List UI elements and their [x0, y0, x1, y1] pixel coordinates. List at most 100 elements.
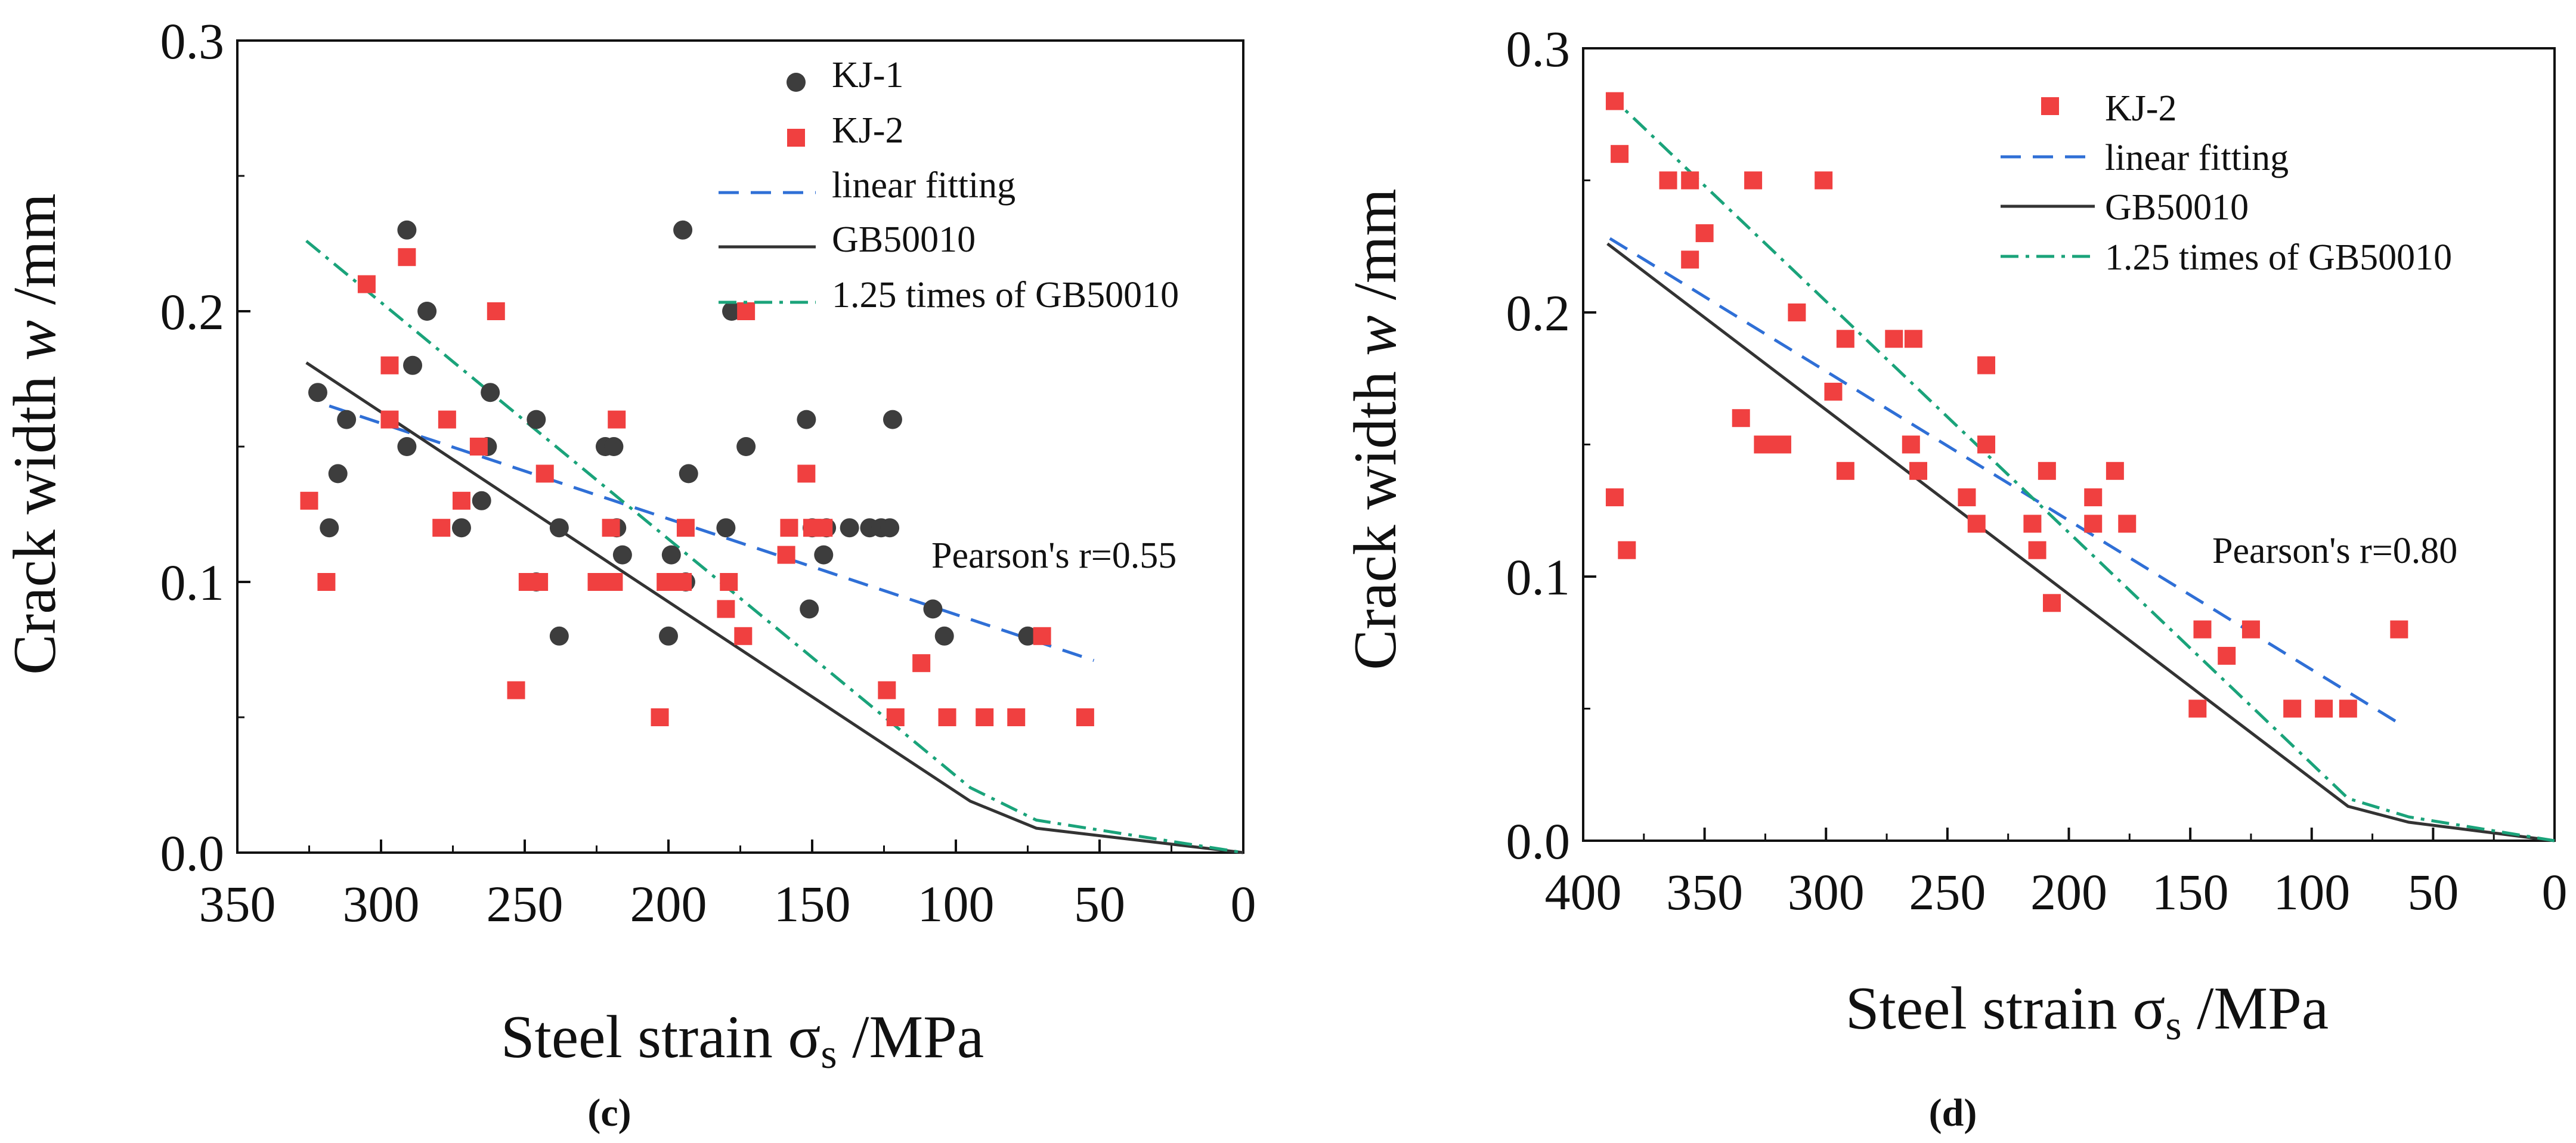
data-point-kj-1	[397, 437, 417, 456]
data-point-kj-1	[923, 599, 943, 619]
data-point-kj-2	[380, 410, 399, 429]
data-point-kj-2	[1902, 435, 1920, 454]
data-point-kj-1	[661, 545, 681, 565]
x-tick-label: 250	[487, 875, 564, 933]
series-line-gb50010	[305, 361, 1244, 854]
data-point-kj-2	[1611, 145, 1629, 163]
data-point-kj-1	[328, 464, 348, 484]
y-tick-label: 0.0	[160, 825, 225, 882]
data-point-kj-2	[976, 708, 994, 726]
legend-marker-kj-2	[787, 129, 805, 147]
data-point-kj-2	[535, 464, 554, 483]
data-point-kj-2	[1744, 171, 1763, 190]
data-point-kj-2	[674, 573, 692, 591]
data-point-kj-1	[527, 410, 546, 429]
data-point-kj-2	[1773, 435, 1791, 454]
data-point-kj-1	[814, 545, 834, 565]
data-point-kj-2	[469, 438, 488, 456]
data-point-kj-2	[300, 491, 318, 510]
x-tick-label: 250	[1909, 863, 1986, 921]
data-point-kj-1	[659, 626, 678, 646]
data-point-kj-2	[1836, 330, 1854, 348]
legend-marker-kj-1	[787, 73, 806, 92]
x-tick-label: 200	[2030, 863, 2107, 921]
legend-label-gb50010-125-c: 1.25 times of GB50010	[832, 275, 1179, 315]
legend-label-kj1-c: KJ-1	[832, 55, 904, 95]
data-point-kj-2	[317, 573, 336, 591]
legend-label-gb50010-d: GB50010	[2105, 187, 2249, 228]
data-point-kj-1	[308, 383, 327, 402]
y-tick-label: 0.1	[160, 554, 225, 611]
data-point-kj-2	[780, 519, 798, 537]
data-point-kj-2	[1904, 330, 1922, 348]
y-tick-label: 0.3	[1506, 20, 1571, 78]
y-tick-label: 0.3	[160, 13, 225, 70]
legend-label-kj2-c: KJ-2	[832, 110, 904, 151]
data-point-kj-2	[1836, 461, 1854, 480]
series-line-1-25-times-of-gb50010	[305, 240, 1244, 854]
y-tick-label: 0.2	[1506, 284, 1571, 342]
series-line-linear-fitting	[329, 404, 1095, 662]
x-tick-label: 100	[2273, 863, 2350, 921]
chart-panel-c: Crack width w /mm Steel strain σs /MPa (…	[1, 13, 1256, 1135]
x-tick-label: 0	[1231, 875, 1256, 933]
data-point-kj-1	[679, 464, 698, 484]
data-point-kj-2	[651, 708, 669, 726]
data-point-kj-2	[2028, 541, 2046, 559]
data-point-kj-1	[673, 220, 693, 240]
y-tick-label: 0.1	[1506, 549, 1571, 606]
x-tick-label: 200	[630, 875, 707, 933]
data-point-kj-2	[1958, 488, 1976, 507]
panel-label-d: (d)	[1929, 1091, 1977, 1135]
data-point-kj-1	[337, 410, 357, 429]
data-point-kj-2	[797, 464, 816, 483]
data-point-kj-1	[883, 410, 902, 429]
data-point-kj-2	[2038, 461, 2056, 480]
x-tick-label: 150	[774, 875, 851, 933]
data-point-kj-2	[2118, 515, 2137, 533]
data-point-kj-2	[1695, 224, 1714, 243]
data-point-kj-2	[2241, 620, 2260, 639]
plot-frame-d	[1582, 47, 2556, 842]
data-point-kj-2	[1007, 708, 1026, 726]
data-point-kj-2	[720, 573, 738, 591]
data-point-kj-2	[1732, 409, 1750, 428]
data-point-kj-2	[886, 708, 905, 726]
data-point-kj-1	[840, 518, 859, 538]
data-point-kj-2	[2106, 461, 2124, 480]
data-point-kj-1	[736, 437, 756, 456]
data-point-kj-2	[912, 654, 931, 673]
data-point-kj-2	[2390, 620, 2408, 639]
data-point-kj-2	[1681, 250, 1699, 269]
data-point-kj-2	[1033, 627, 1051, 645]
data-point-kj-2	[938, 708, 956, 726]
data-point-kj-1	[403, 355, 423, 375]
series-line-linear-fitting	[1609, 237, 2398, 723]
data-point-kj-1	[1018, 626, 1038, 646]
data-point-kj-2	[717, 600, 735, 618]
data-point-kj-2	[1659, 171, 1677, 190]
legend-label-gb50010-125-d: 1.25 times of GB50010	[2105, 237, 2452, 278]
y-tick-label: 0.2	[160, 283, 225, 340]
data-point-kj-1	[934, 626, 954, 646]
data-point-kj-2	[507, 681, 525, 699]
data-point-kj-1	[797, 410, 816, 429]
data-point-kj-1	[716, 518, 736, 538]
data-point-kj-2	[1076, 708, 1094, 726]
legend-label-gb50010-c: GB50010	[832, 219, 976, 260]
data-point-kj-2	[1618, 541, 1636, 559]
data-point-kj-1	[612, 545, 632, 565]
x-tick-label: 150	[2152, 863, 2229, 921]
data-point-kj-2	[657, 573, 675, 591]
y-axis-label-c: Crack width w /mm	[1, 193, 69, 674]
legend-label-linear-fitting-c: linear fitting	[832, 165, 1015, 206]
data-point-kj-2	[1977, 356, 1996, 374]
x-tick-label: 300	[343, 875, 420, 933]
x-tick-label: 50	[1074, 875, 1125, 933]
svg-text:Crack width w /mm: Crack width w /mm	[1, 193, 69, 674]
data-point-kj-1	[417, 302, 437, 321]
x-tick-label: 50	[2407, 863, 2459, 921]
data-point-kj-2	[1909, 461, 1928, 480]
pearson-annotation-d: Pearson's r=0.80	[2212, 531, 2457, 571]
